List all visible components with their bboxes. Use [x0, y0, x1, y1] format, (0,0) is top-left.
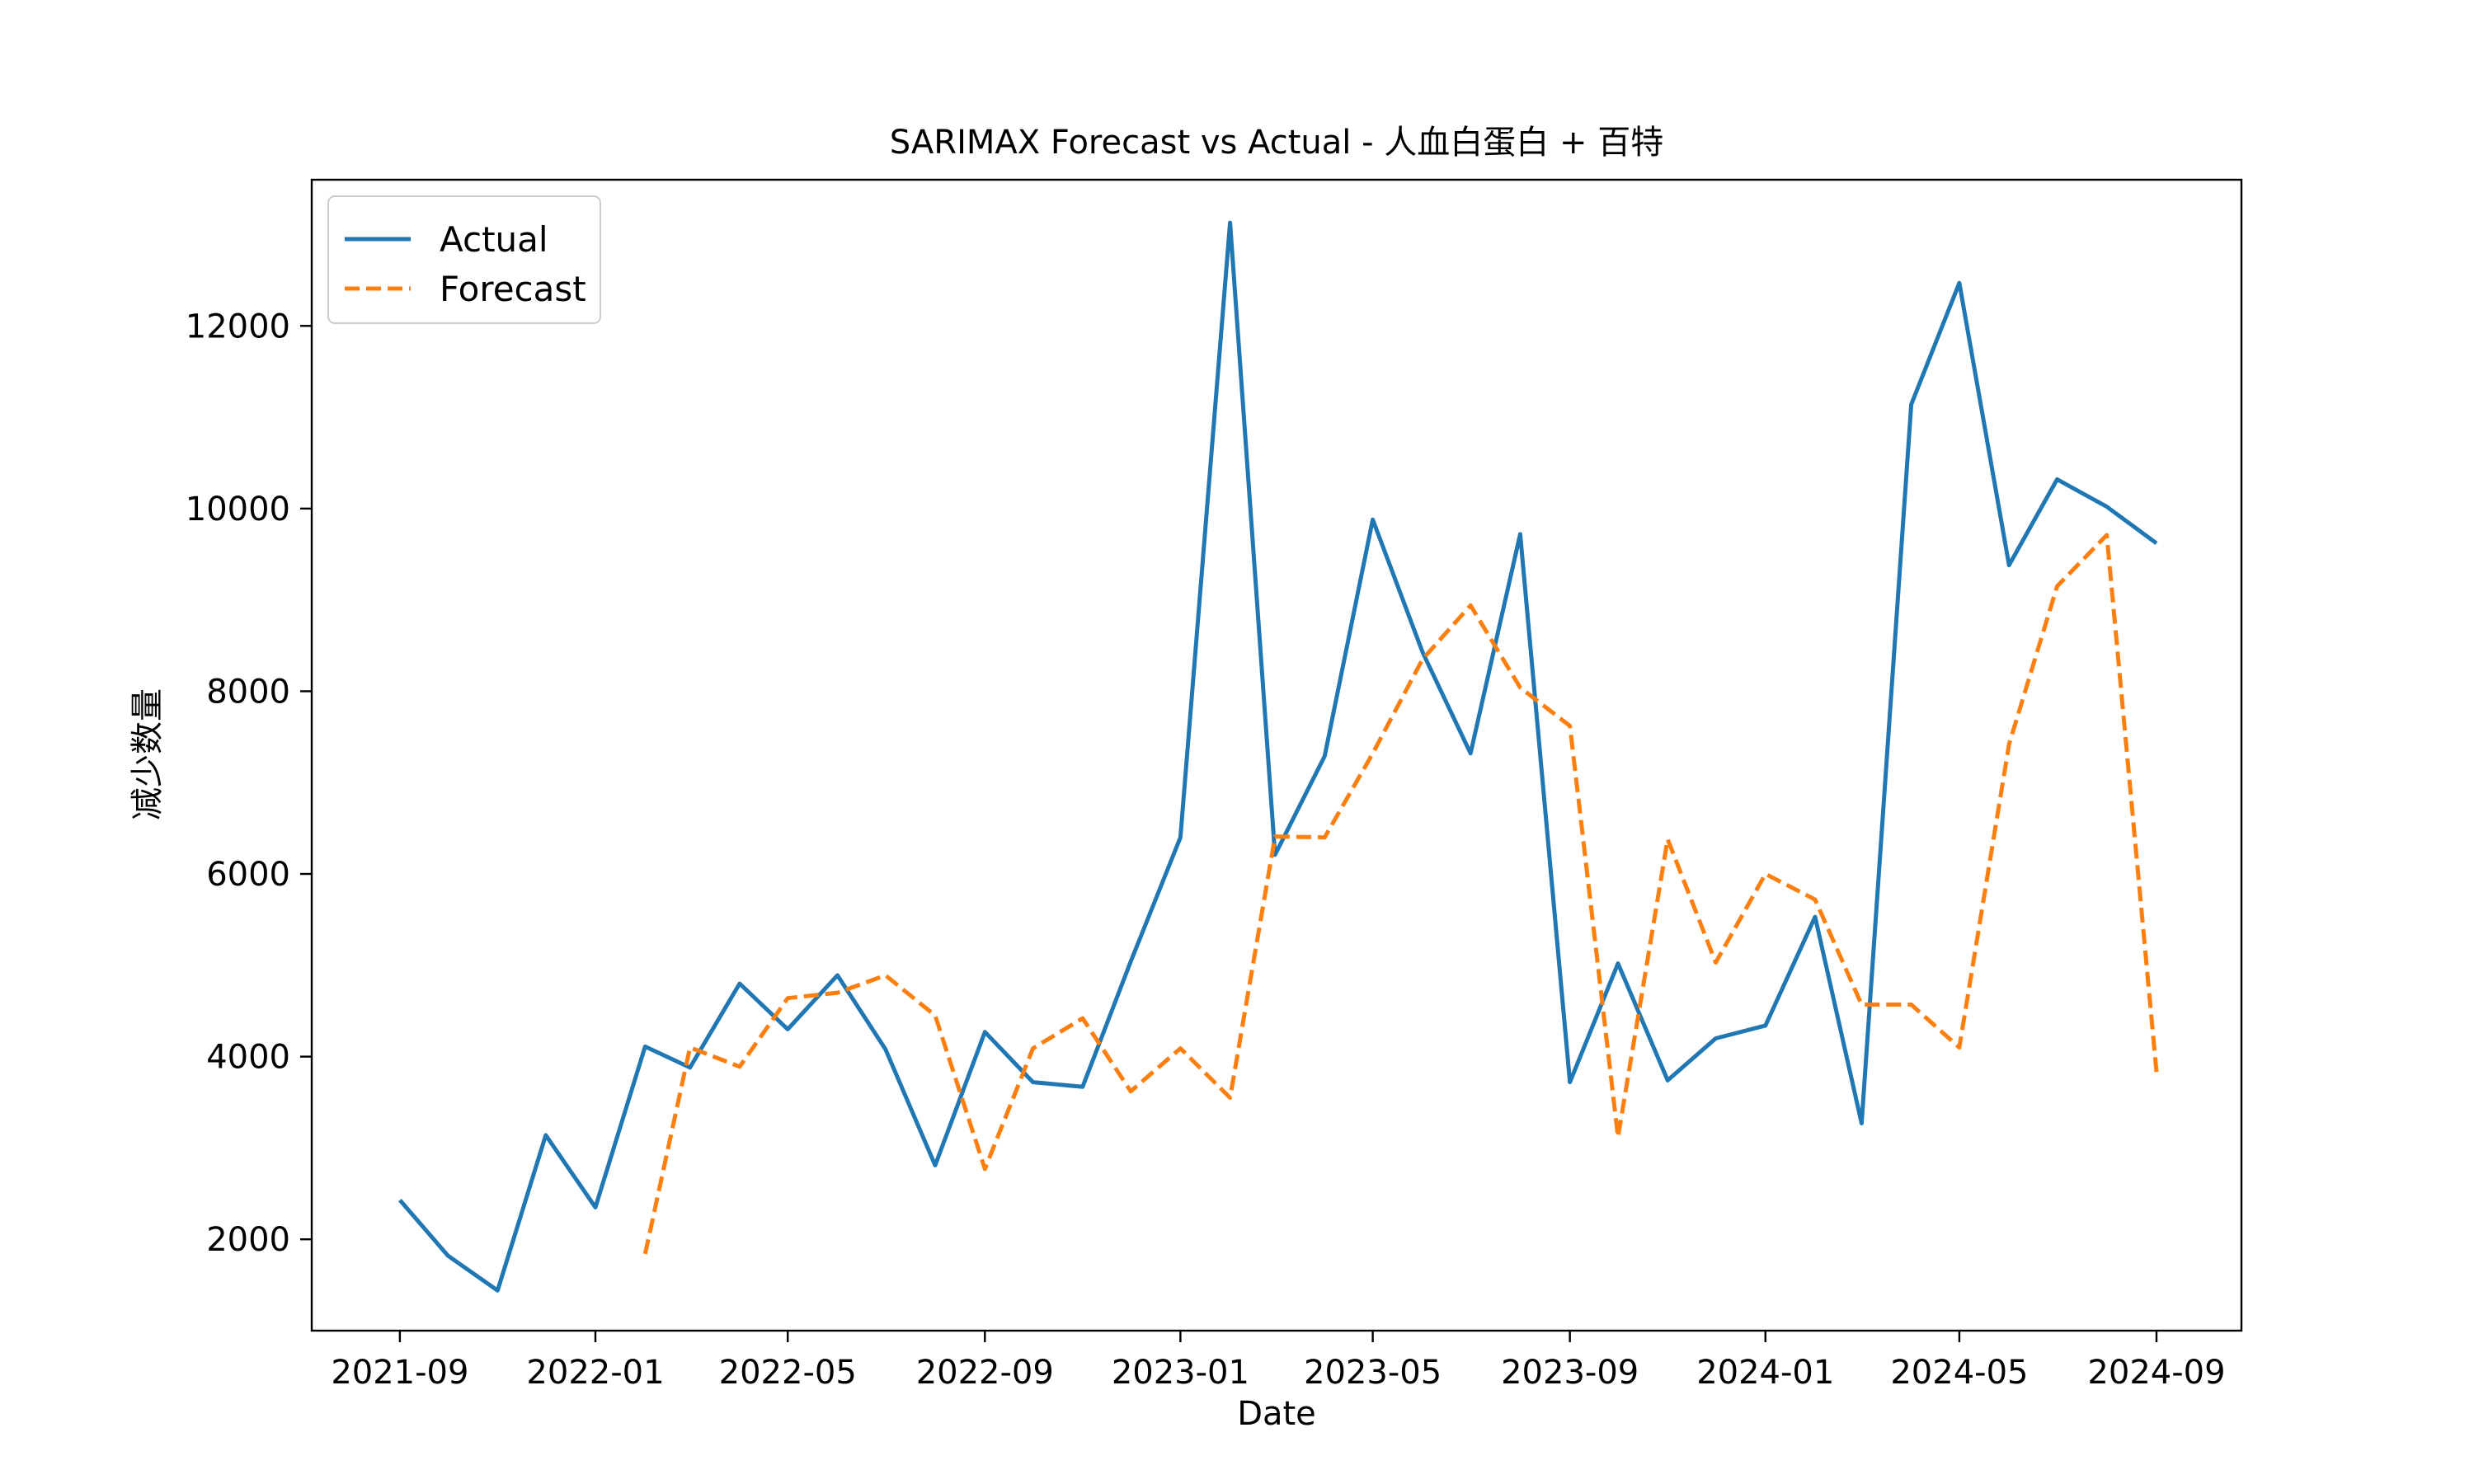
y-tick-label: 6000: [206, 856, 290, 894]
x-tick-label: 2023-01: [1112, 1354, 1249, 1392]
plot-frame: [310, 178, 2243, 1332]
y-tick-label: 8000: [206, 673, 290, 711]
y-tick-label: 12000: [186, 308, 290, 345]
x-tick-label: 2023-09: [1501, 1354, 1639, 1392]
x-tick-label: 2021-09: [331, 1354, 468, 1392]
y-tick-label: 2000: [206, 1221, 290, 1259]
x-tick-label: 2024-05: [1890, 1354, 2028, 1392]
y-axis-title: 减少数量: [129, 688, 167, 820]
y-tick-label: 10000: [186, 491, 290, 528]
x-tick-label: 2022-09: [916, 1354, 1054, 1392]
x-tick-label: 2022-01: [526, 1354, 664, 1392]
chart-title: SARIMAX Forecast vs Actual - 人血白蛋白 + 百特: [890, 124, 1663, 162]
x-tick-label: 2024-01: [1696, 1354, 1834, 1392]
y-tick-label: 4000: [206, 1039, 290, 1077]
x-tick-label: 2022-05: [719, 1354, 857, 1392]
plot-area: 2000 4000 6000 8000 10000 12000 2021-09 2022-01…: [186, 178, 2243, 1392]
series-line-actual: [398, 220, 2158, 1293]
legend-label-actual: Actual: [440, 219, 548, 260]
x-tick-label: 2023-05: [1304, 1354, 1442, 1392]
legend-box: [327, 195, 601, 324]
series-line-forecast: [642, 533, 2159, 1255]
x-tick-label: 2024-09: [2087, 1354, 2225, 1392]
x-axis-title: Date: [1237, 1395, 1316, 1433]
legend-label-forecast: Forecast: [440, 269, 586, 309]
